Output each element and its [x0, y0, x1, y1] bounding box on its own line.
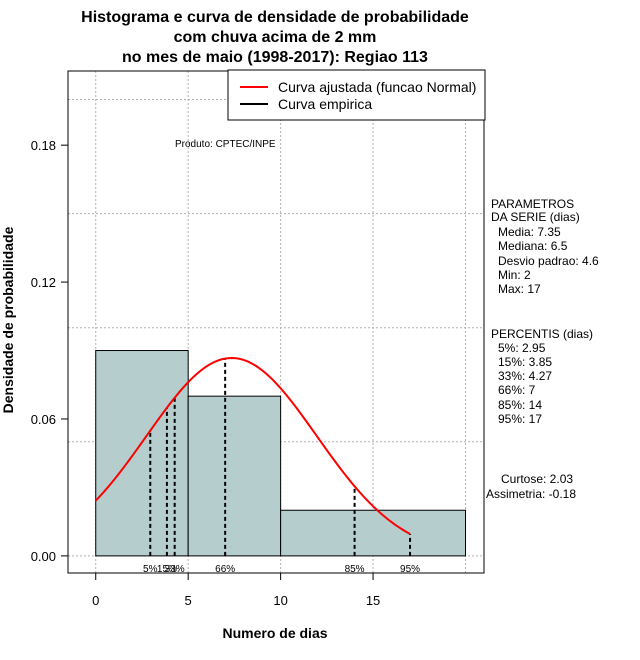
x-tick-label: 15	[366, 593, 380, 608]
x-axis-label: Numero de dias	[222, 625, 327, 641]
histogram-bar	[187, 395, 282, 557]
legend-label-empirical: Curva empirica	[278, 96, 372, 112]
chart-title-line-1: Histograma e curva de densidade de proba…	[81, 9, 469, 26]
histogram-bars	[95, 350, 467, 557]
x-tick-label: 5	[185, 593, 192, 608]
chart-title-line-2: com chuva acima de 2 mm	[174, 29, 377, 46]
percentile-label: 5%	[143, 564, 158, 575]
y-tick-label: 0.12	[31, 275, 56, 290]
parametros-header-1: PARAMETROS	[491, 197, 574, 211]
normal-curve-line	[95, 356, 411, 535]
percentil-15: 15%: 3.85	[498, 355, 552, 369]
percentile-label: 15%	[157, 564, 177, 575]
x-tick-label: 10	[273, 593, 287, 608]
parametro-min: Min: 2	[498, 268, 531, 282]
stat-assimetria: Assimetria: -0.18	[486, 487, 576, 501]
y-tick-label: 0.18	[31, 138, 56, 153]
product-annotation: Produto: CPTEC/INPE	[175, 139, 276, 150]
normal-curve	[95, 356, 411, 535]
legend-label-fit: Curva ajustada (funcao Normal)	[278, 79, 476, 95]
parametros-header-2: DA SERIE (dias)	[491, 210, 580, 224]
chart-title: Histograma e curva de densidade de proba…	[81, 9, 469, 66]
percentile-lines: 5% 15%33% 66% 85% 95%	[143, 358, 420, 575]
y-axis-label: Densidade de probabilidade	[0, 226, 16, 413]
x-tick-label: 0	[92, 593, 99, 608]
percentil-5: 5%: 2.95	[498, 341, 546, 355]
parametro-desvio: Desvio padrao: 4.6	[498, 254, 599, 268]
percentile-label: 66%	[215, 564, 235, 575]
percentis-header: PERCENTIS (dias)	[491, 327, 593, 341]
y-tick-label: 0.00	[31, 549, 56, 564]
percentil-85: 85%: 14	[498, 398, 542, 412]
percentil-33: 33%: 4.27	[498, 369, 552, 383]
percentile-label: 95%	[400, 564, 420, 575]
parametro-max: Max: 17	[498, 282, 541, 296]
histogram-bar	[280, 509, 467, 557]
chart-title-line-3: no mes de maio (1998-2017): Regiao 113	[122, 49, 428, 66]
axes: 0 5 10 15 0.00 0.06 0.12 0.18	[31, 138, 381, 608]
percentil-95: 95%: 17	[498, 412, 542, 426]
y-tick-label: 0.06	[31, 412, 56, 427]
parametro-mediana: Mediana: 6.5	[498, 239, 568, 253]
legend: Curva ajustada (funcao Normal) Curva emp…	[227, 69, 486, 121]
percentile-label: 33%	[165, 564, 185, 575]
parametro-media: Media: 7.35	[498, 225, 561, 239]
legend-box	[227, 69, 486, 121]
percentil-66: 66%: 7	[498, 383, 536, 397]
side-panel: PARAMETROS DA SERIE (dias) Media: 7.35 M…	[486, 197, 599, 501]
percentile-label: 85%	[345, 564, 365, 575]
stat-curtose: Curtose: 2.03	[501, 472, 573, 486]
histogram-bar	[95, 350, 189, 557]
